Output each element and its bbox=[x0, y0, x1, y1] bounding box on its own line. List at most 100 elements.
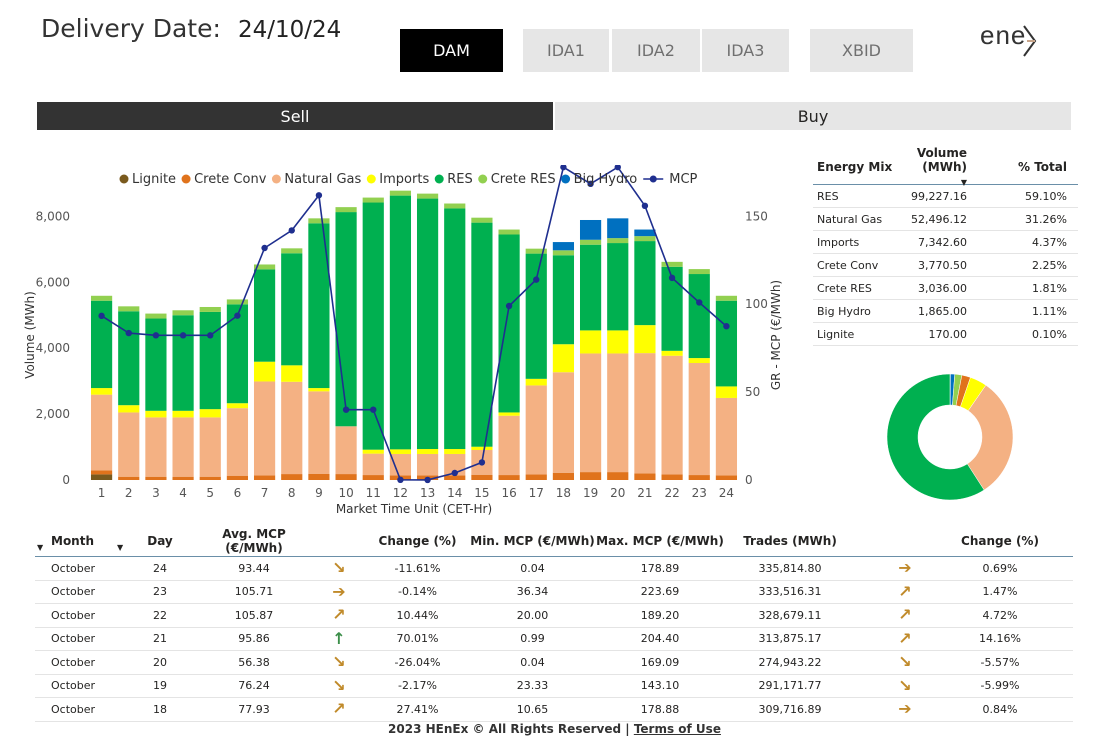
legend-item[interactable]: MCP bbox=[643, 172, 698, 187]
bar-segment[interactable] bbox=[389, 190, 412, 196]
bar-segment[interactable] bbox=[145, 318, 167, 411]
bar-segment[interactable] bbox=[308, 218, 330, 224]
bar-segment[interactable] bbox=[552, 472, 575, 480]
mcp-point[interactable] bbox=[261, 244, 268, 252]
bar-segment[interactable] bbox=[172, 417, 194, 477]
bar-segment[interactable] bbox=[634, 236, 656, 242]
mcp-point[interactable] bbox=[560, 165, 567, 171]
bar-segment[interactable] bbox=[281, 381, 303, 475]
bar-segment[interactable] bbox=[498, 475, 520, 480]
bar-segment[interactable] bbox=[389, 195, 412, 450]
mcp-point[interactable] bbox=[288, 227, 295, 234]
bar-segment[interactable] bbox=[145, 417, 167, 477]
energy-mix-row[interactable]: Crete Conv 3,770.50 2.25% bbox=[813, 254, 1078, 277]
bar-segment[interactable] bbox=[226, 304, 249, 404]
bar-segment[interactable] bbox=[90, 388, 113, 395]
energy-mix-row[interactable]: RES 99,227.16 59.10% bbox=[813, 185, 1078, 208]
tab-dam[interactable]: DAM bbox=[400, 29, 503, 72]
bar-segment[interactable] bbox=[335, 426, 357, 475]
bar-segment[interactable] bbox=[362, 453, 384, 476]
mcp-point[interactable] bbox=[152, 332, 160, 339]
bar-segment[interactable] bbox=[715, 295, 738, 301]
table-row[interactable]: October 18 77.93 ↗ 27.41% 10.65 178.88 309,716.… bbox=[35, 698, 1073, 722]
bar-segment[interactable] bbox=[579, 244, 602, 331]
bar-segment[interactable] bbox=[416, 449, 439, 454]
bar-segment[interactable] bbox=[661, 266, 683, 351]
bar-segment[interactable] bbox=[416, 453, 439, 476]
bar-segment[interactable] bbox=[253, 381, 276, 476]
bar-segment[interactable] bbox=[362, 197, 384, 203]
bar-segment[interactable] bbox=[308, 473, 330, 480]
bar-segment[interactable] bbox=[498, 229, 520, 235]
bar-segment[interactable] bbox=[199, 476, 221, 480]
bar-segment[interactable] bbox=[715, 300, 738, 387]
bar-segment[interactable] bbox=[634, 241, 656, 326]
mcp-point[interactable] bbox=[397, 476, 404, 484]
bar-segment[interactable] bbox=[90, 470, 113, 475]
bar-segment[interactable] bbox=[90, 295, 113, 301]
legend-item[interactable]: Crete RES bbox=[478, 172, 556, 187]
bar-segment[interactable] bbox=[661, 474, 683, 480]
bar-segment[interactable] bbox=[552, 255, 575, 345]
mcp-point[interactable] bbox=[179, 332, 187, 339]
bar-segment[interactable] bbox=[253, 269, 276, 362]
bar-segment[interactable] bbox=[525, 474, 547, 480]
table-row[interactable]: October 22 105.87 ↗ 10.44% 20.00 189.20 328,679… bbox=[35, 604, 1073, 628]
bar-segment[interactable] bbox=[607, 353, 629, 473]
table-row[interactable]: October 24 93.44 ↘ -11.61% 0.04 178.89 335,814.… bbox=[35, 557, 1073, 581]
mcp-point[interactable] bbox=[696, 299, 703, 306]
bar-segment[interactable] bbox=[579, 219, 602, 240]
bar-segment[interactable] bbox=[416, 193, 439, 199]
bar-segment[interactable] bbox=[471, 474, 493, 480]
energy-mix-row[interactable]: Imports 7,342.60 4.37% bbox=[813, 231, 1078, 254]
bar-segment[interactable] bbox=[579, 353, 602, 473]
bar-segment[interactable] bbox=[444, 449, 466, 454]
bar-segment[interactable] bbox=[634, 353, 656, 474]
bar-segment[interactable] bbox=[634, 229, 656, 237]
bar-segment[interactable] bbox=[281, 253, 303, 366]
bar-segment[interactable] bbox=[607, 243, 629, 331]
sell-tab[interactable]: Sell bbox=[37, 102, 553, 130]
bar-segment[interactable] bbox=[579, 330, 602, 354]
header-volume[interactable]: Volume (MWh) ▼ bbox=[916, 146, 967, 187]
bar-segment[interactable] bbox=[253, 264, 276, 270]
bar-segment[interactable] bbox=[634, 473, 656, 480]
bar-segment[interactable] bbox=[90, 300, 113, 389]
bar-segment[interactable] bbox=[525, 378, 547, 386]
header-change-mcp[interactable]: Change (%) bbox=[378, 533, 457, 548]
bar-segment[interactable] bbox=[471, 217, 493, 223]
donut-slice[interactable] bbox=[966, 384, 1014, 491]
bar-segment[interactable] bbox=[308, 388, 330, 392]
table-row[interactable]: October 20 56.38 ↘ -26.04% 0.04 169.09 274,943.… bbox=[35, 651, 1073, 675]
bar-segment[interactable] bbox=[281, 248, 303, 254]
mcp-point[interactable] bbox=[342, 406, 350, 413]
mcp-point[interactable] bbox=[370, 406, 377, 413]
bar-segment[interactable] bbox=[226, 403, 249, 409]
bar-segment[interactable] bbox=[688, 358, 710, 364]
bar-segment[interactable] bbox=[471, 222, 493, 447]
bar-segment[interactable] bbox=[607, 472, 629, 480]
header-pct-total[interactable]: % Total bbox=[1018, 160, 1067, 174]
legend-item[interactable]: Lignite bbox=[119, 172, 177, 187]
bar-segment[interactable] bbox=[226, 408, 249, 476]
bar-segment[interactable] bbox=[145, 313, 167, 319]
mcp-point[interactable] bbox=[234, 312, 241, 319]
legend-item[interactable]: Natural Gas bbox=[271, 172, 362, 187]
bar-segment[interactable] bbox=[118, 306, 140, 312]
bar-segment[interactable] bbox=[253, 361, 276, 382]
bar-segment[interactable] bbox=[525, 248, 547, 254]
bar-segment[interactable] bbox=[90, 394, 113, 471]
header-trades[interactable]: Trades (MWh) bbox=[743, 533, 837, 548]
bar-segment[interactable] bbox=[715, 475, 738, 480]
buy-tab[interactable]: Buy bbox=[555, 102, 1071, 130]
bar-segment[interactable] bbox=[226, 475, 249, 480]
bar-segment[interactable] bbox=[498, 234, 520, 413]
bar-segment[interactable] bbox=[525, 253, 547, 379]
table-row[interactable]: October 23 105.71 ➔ -0.14% 36.34 223.69 333,516… bbox=[35, 581, 1073, 604]
bar-segment[interactable] bbox=[552, 344, 575, 373]
mcp-point[interactable] bbox=[478, 459, 486, 466]
table-row[interactable]: October 21 95.86 ↑ 70.01% 0.99 204.40 313,875.1… bbox=[35, 628, 1073, 651]
bar-segment[interactable] bbox=[661, 350, 683, 356]
bar-segment[interactable] bbox=[145, 476, 167, 480]
mcp-point[interactable] bbox=[587, 180, 594, 188]
